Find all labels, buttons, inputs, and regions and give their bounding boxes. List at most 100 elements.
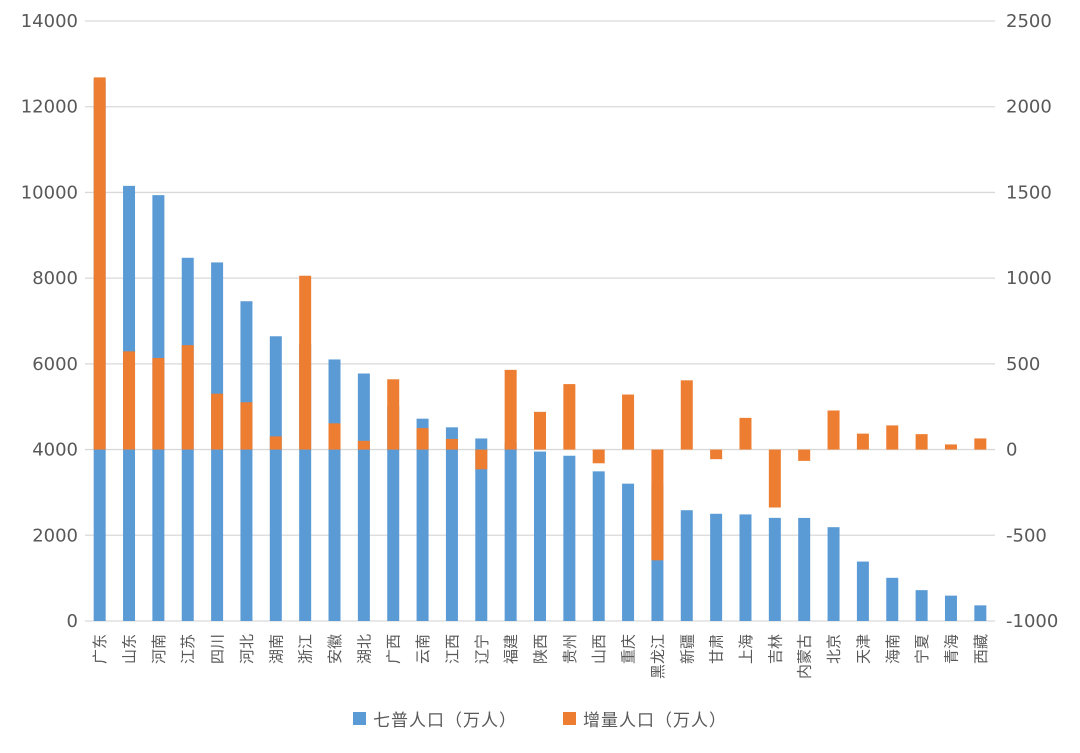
category-label: 河北 (238, 634, 256, 664)
increment-bar (299, 275, 312, 450)
increment-bar (827, 410, 840, 450)
census-bar (592, 471, 605, 621)
census-bar (534, 451, 546, 621)
y-axis-label-left: 0 (67, 611, 78, 632)
increment-bar (944, 444, 957, 450)
census-bar (475, 438, 488, 621)
category-label: 河南 (150, 634, 168, 664)
increment-bar (592, 449, 605, 464)
census-bar (622, 483, 635, 621)
increment-bar (563, 384, 576, 450)
category-label: 西藏 (972, 634, 990, 664)
increment-bar (445, 438, 458, 450)
census-bar (416, 418, 429, 621)
increment-bar (416, 428, 429, 450)
category-label: 四川 (209, 634, 227, 664)
increment-bar (651, 449, 664, 561)
y-axis-label-left: 12000 (21, 97, 78, 118)
increment-bar (123, 351, 136, 450)
category-label: 湖南 (267, 634, 285, 664)
chart-legend: 七普人口（万人） 增量人口（万人） (0, 700, 1080, 736)
increment-series-swatch (563, 711, 576, 725)
category-label: 云南 (414, 634, 432, 664)
increment-bar (475, 449, 488, 470)
y-axis-label-right: 500 (1006, 354, 1040, 375)
y-axis-label-left: 10000 (21, 182, 78, 203)
census-bar (886, 577, 899, 621)
increment-bar (622, 394, 635, 450)
y-axis-label-left: 4000 (32, 440, 78, 461)
census-bar (768, 517, 781, 621)
category-label: 山东 (121, 634, 139, 664)
census-bar (240, 301, 253, 621)
category-label: 贵州 (561, 634, 579, 664)
increment-bar (181, 345, 194, 450)
category-label: 上海 (737, 634, 755, 664)
category-label: 山西 (590, 634, 608, 664)
category-label: 黑龙江 (649, 634, 667, 679)
y-axis-label-right: 1000 (1006, 268, 1052, 289)
census-bar (827, 527, 840, 621)
category-label: 辽宁 (473, 634, 491, 664)
census-bar (357, 373, 370, 621)
y-axis-label-right: 0 (1006, 440, 1017, 461)
category-label: 重庆 (620, 634, 638, 664)
category-label: 内蒙古 (796, 634, 814, 679)
category-label: 甘肃 (708, 634, 726, 664)
increment-bar (357, 440, 370, 450)
increment-bar (269, 436, 282, 450)
census-bar (798, 517, 811, 621)
category-label: 安徽 (326, 634, 344, 664)
category-label: 陕西 (532, 634, 550, 664)
y-axis-label-right: 2500 (1006, 11, 1052, 32)
legend-item-increment: 增量人口（万人） (563, 706, 727, 731)
census-bar (974, 605, 987, 621)
census-bar (387, 406, 400, 621)
increment-bar (504, 369, 517, 450)
increment-bar (739, 417, 752, 450)
category-label: 江苏 (179, 634, 197, 664)
category-label: 江西 (443, 634, 461, 664)
category-label: 广东 (91, 634, 109, 664)
census-bar (269, 336, 282, 621)
y-axis-label-right: 2000 (1006, 97, 1052, 118)
increment-bar (152, 358, 165, 450)
increment-bar (856, 433, 869, 450)
census-bar (915, 590, 928, 621)
increment-bar (211, 393, 224, 450)
census-bar (739, 514, 752, 621)
legend-item-census: 七普人口（万人） (353, 706, 517, 731)
category-label: 宁夏 (913, 634, 931, 664)
y-axis-label-left: 2000 (32, 525, 78, 546)
category-label: 青海 (942, 634, 960, 664)
increment-bar (915, 434, 928, 450)
census-bar (856, 561, 869, 621)
census-bar (563, 455, 576, 621)
category-label: 海南 (884, 634, 902, 664)
increment-bar (768, 449, 781, 508)
category-label: 天津 (854, 634, 872, 664)
category-label: 福建 (502, 634, 520, 664)
increment-bar (387, 379, 400, 450)
increment-bar (93, 77, 106, 450)
census-bar (944, 595, 957, 621)
census-series-swatch (353, 711, 366, 725)
y-axis-label-right: -1000 (1006, 611, 1058, 632)
census-bar (680, 510, 693, 621)
increment-bar (534, 411, 546, 450)
y-axis-label-left: 14000 (21, 11, 78, 32)
category-label: 新疆 (678, 634, 696, 664)
increment-bar (710, 449, 723, 460)
category-label: 广西 (385, 634, 403, 664)
category-label: 湖北 (355, 634, 373, 664)
y-axis-label-right: 1500 (1006, 182, 1052, 203)
increment-bar (328, 423, 341, 450)
y-axis-label-left: 6000 (32, 354, 78, 375)
increment-bar (240, 402, 253, 450)
y-axis-label-right: -500 (1006, 525, 1047, 546)
census-bar (710, 513, 723, 621)
increment-bar (798, 449, 811, 461)
increment-bar (974, 438, 987, 450)
